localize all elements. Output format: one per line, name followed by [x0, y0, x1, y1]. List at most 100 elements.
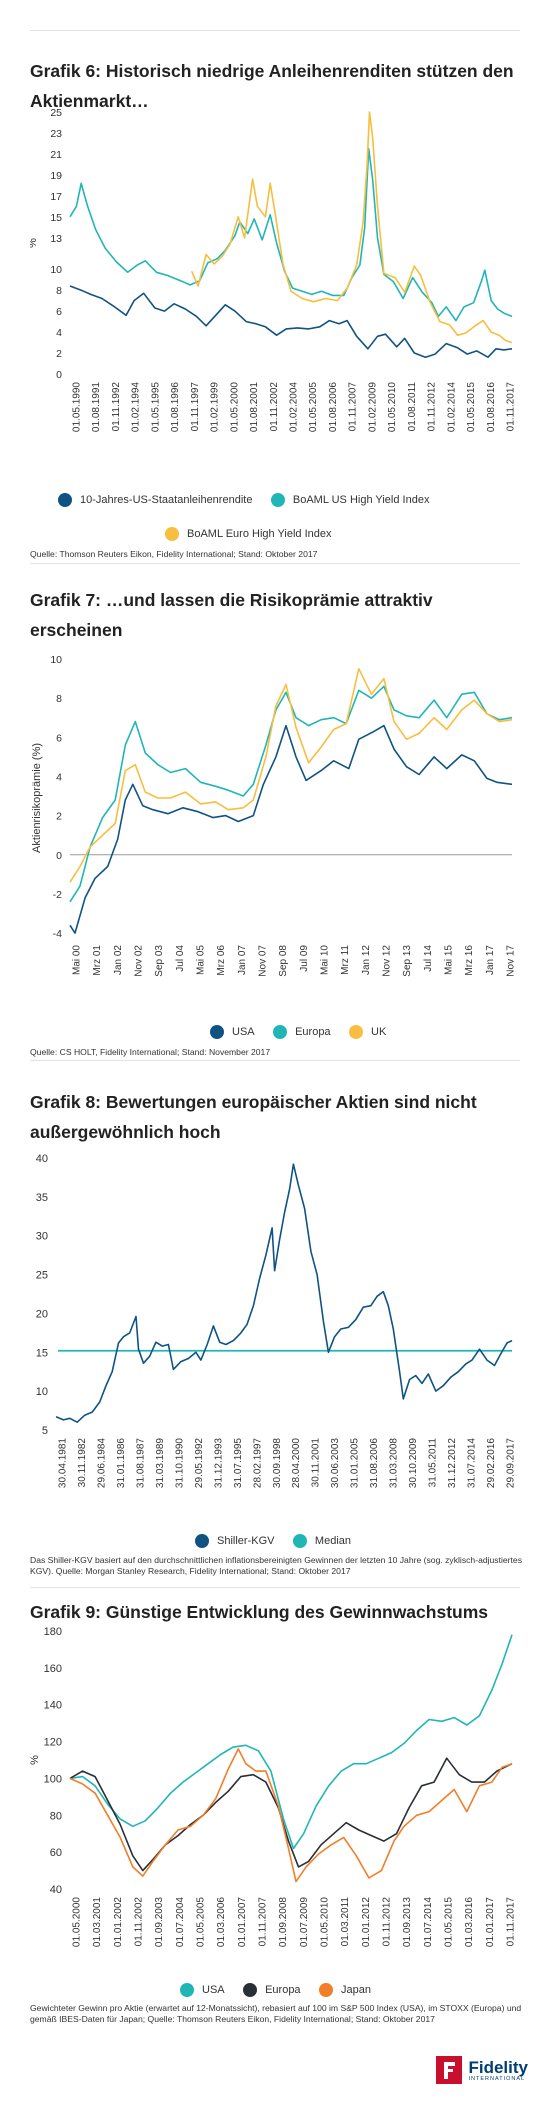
x-tick-label: 01.01.2002 [113, 1897, 124, 1947]
x-tick-label: Jan 02 [113, 945, 124, 975]
x-tick-label: 01.05.2015 [444, 1897, 455, 1947]
x-tick-label: 01.03.2006 [216, 1897, 227, 1947]
x-tick-label: Mrz 11 [340, 945, 351, 975]
y-tick-label: 4 [56, 771, 62, 783]
x-tick-label: 01.05.2010 [320, 1897, 331, 1947]
y-tick-label: 180 [44, 1627, 62, 1638]
y-tick-label: 80 [50, 1810, 62, 1822]
x-tick-label: 01.11.1992 [111, 382, 122, 432]
chart-8-section: Grafik 8: Bewertungen europäischer Aktie… [30, 1087, 525, 1582]
x-tick-label: Nov 17 [506, 945, 517, 977]
x-tick-label: 01.01.2017 [485, 1897, 496, 1947]
x-tick-label: 01.08.1991 [91, 382, 102, 432]
x-tick-label: Sep 03 [154, 945, 165, 977]
chart-7-section: Grafik 7: …und lassen die Risikoprämie a… [30, 585, 525, 1057]
x-tick-label: 29.02.2016 [486, 1438, 497, 1488]
chart-9-source: Gewichteter Gewinn pro Aktie (erwartet a… [30, 2003, 522, 2024]
y-tick-label: 10 [36, 1386, 48, 1398]
x-tick-label: Mai 10 [320, 945, 331, 975]
legend-label: Japan [341, 1984, 371, 1996]
x-tick-label: 01.08.2001 [249, 382, 260, 432]
legend-item: UK [349, 1025, 386, 1039]
y-axis-label: % [30, 238, 39, 248]
y-tick-label: 6 [56, 732, 62, 744]
x-tick-label: 29.09.2017 [506, 1438, 517, 1488]
x-tick-label: Sep 13 [402, 945, 413, 977]
legend-swatch [292, 1534, 307, 1548]
y-tick-label: 60 [50, 1847, 62, 1859]
y-tick-label: 30 [36, 1231, 48, 1243]
x-tick-label: 01.05.2010 [387, 382, 398, 432]
x-tick-label: 01.05.1995 [150, 382, 161, 432]
x-tick-label: 01.08.2006 [328, 382, 339, 432]
x-tick-label: 01.02.2004 [289, 382, 300, 432]
x-tick-label: 30.09.1998 [272, 1438, 283, 1488]
legend-swatch [58, 493, 72, 507]
legend-label: Shiller-KGV [217, 1535, 275, 1547]
legend-swatch [195, 1534, 209, 1548]
y-tick-label: 140 [44, 1700, 62, 1712]
x-tick-label: 01.08.2016 [486, 382, 497, 432]
series-line [69, 668, 513, 883]
x-tick-label: 31.07.1995 [233, 1438, 244, 1488]
legend-item: Shiller-KGV [195, 1534, 274, 1548]
logo-name: Fidelity [468, 2057, 528, 2077]
chart-6-title: Grafik 6: Historisch niedrige Anleihenre… [30, 61, 514, 111]
y-tick-label: 25 [50, 108, 62, 119]
x-tick-label: Mrz 16 [464, 945, 475, 976]
y-tick-label: 0 [56, 850, 62, 862]
x-tick-label: 31.03.2008 [389, 1438, 400, 1488]
x-tick-label: 01.02.2014 [446, 382, 457, 432]
x-tick-label: 28.04.2000 [291, 1438, 302, 1488]
x-tick-label: 31.08.1987 [135, 1438, 146, 1488]
x-tick-label: 28.02.1997 [252, 1438, 263, 1488]
series-line [69, 1757, 513, 1872]
divider [30, 1060, 520, 1061]
x-tick-label: 30.10.2009 [408, 1438, 419, 1488]
x-tick-label: 01.07.2009 [299, 1897, 310, 1947]
logo-subtitle: INTERNATIONAL [468, 2075, 526, 2082]
chart-7-plot: -4 -2 0 2 4 6 8 10 Aktienrisikoprämie (%) Mai 00 M… [31, 655, 517, 977]
y-tick-label: 6 [56, 306, 62, 318]
x-tick-label: 01.03.2011 [340, 1897, 351, 1947]
x-tick-label: 01.08.1996 [170, 382, 181, 432]
legend-item: 10-Jahres-US-Staatanleihenrendite [58, 493, 252, 507]
chart-9-title: Grafik 9: Günstige Entwicklung des Gewin… [30, 1602, 489, 1622]
series-line [69, 1748, 513, 1883]
y-tick-label: 160 [44, 1663, 62, 1675]
legend-swatch [165, 527, 179, 541]
x-tick-label: 01.05.1990 [72, 382, 83, 432]
x-tick-label: Jul 04 [175, 945, 186, 972]
y-tick-label: 100 [44, 1773, 62, 1785]
x-tick-label: Nov 12 [382, 945, 393, 977]
y-tick-label: 0 [56, 369, 62, 381]
chart-8-title: Grafik 8: Bewertungen europäischer Aktie… [30, 1092, 477, 1142]
series-line [190, 111, 513, 344]
legend-label: BoAML US High Yield Index [292, 494, 430, 506]
x-tick-label: Nov 07 [258, 945, 269, 977]
x-tick-label: Mai 15 [444, 945, 455, 975]
x-tick-label: 01.11.2012 [382, 1897, 393, 1947]
x-tick-label: 30.11.1982 [77, 1438, 88, 1488]
y-tick-label: 19 [50, 170, 62, 182]
x-tick-label: 01.09.2013 [402, 1897, 413, 1947]
legend-swatch [243, 1983, 258, 1997]
legend-label: 10-Jahres-US-Staatanleihenrendite [80, 494, 253, 506]
chart-8-legend: Shiller-KGV Median [30, 1534, 550, 1553]
top-divider [30, 30, 520, 31]
y-tick-label: 15 [50, 212, 62, 224]
y-tick-label: 2 [56, 348, 62, 360]
x-tick-label: 01.03.2001 [92, 1897, 103, 1947]
x-tick-label: Nov 02 [134, 945, 145, 977]
legend-item: Europa [243, 1983, 301, 1997]
y-tick-label: 35 [36, 1192, 48, 1204]
legend-swatch [319, 1983, 334, 1997]
legend-label: Median [314, 1535, 351, 1547]
x-tick-label: 01.09.2003 [154, 1897, 165, 1947]
series-line [69, 285, 513, 358]
x-tick-label: Jul 09 [299, 945, 310, 972]
chart-8-plot: 5 10 15 20 25 30 35 40 30.04.1981 30.11.1982 29.06… [36, 1154, 517, 1488]
x-tick-label: 29.06.1984 [96, 1438, 107, 1488]
x-tick-label: Sep 08 [278, 945, 289, 977]
x-tick-label: Jul 14 [423, 945, 434, 972]
